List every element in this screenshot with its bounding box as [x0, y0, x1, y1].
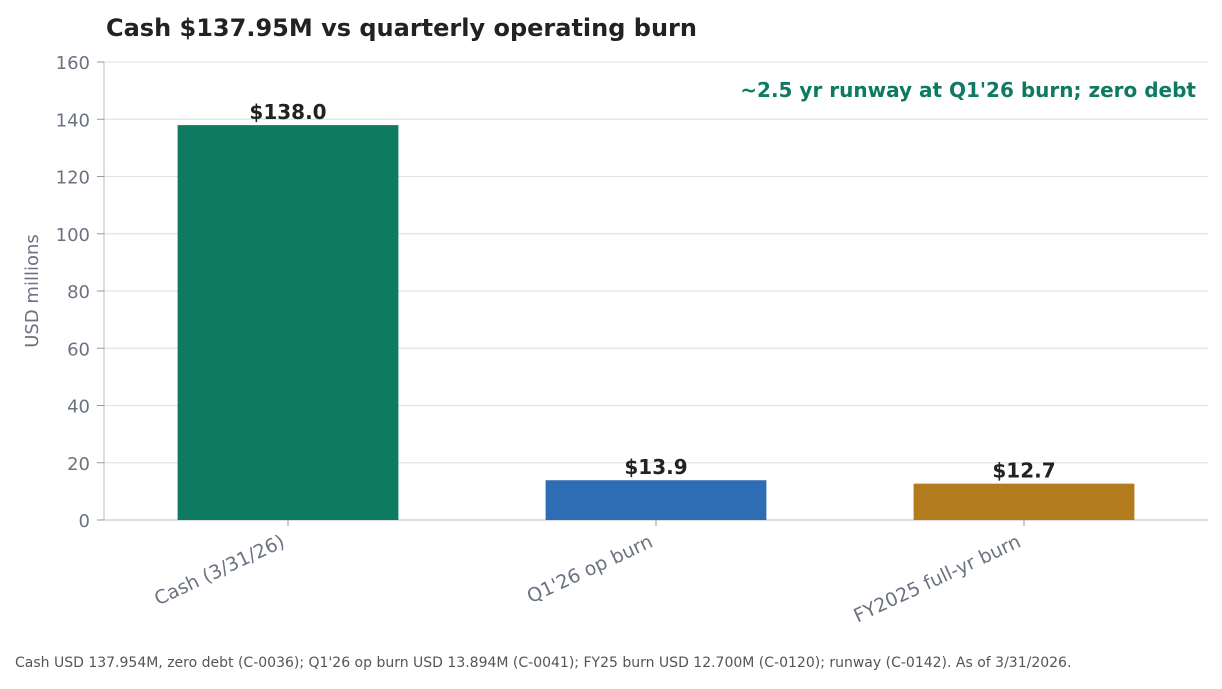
- x-tick-label: Cash (3/31/26): [151, 531, 288, 611]
- bar: [177, 125, 399, 520]
- runway-annotation: ~2.5 yr runway at Q1'26 burn; zero debt: [740, 78, 1196, 102]
- bar: [545, 480, 767, 520]
- x-tick-label: Q1'26 op burn: [524, 531, 656, 608]
- data-label: $12.7: [992, 459, 1055, 483]
- y-axis-ticks: 0 20 40 60 80 100 120 140 160: [56, 53, 104, 532]
- data-label: $13.9: [624, 455, 687, 479]
- bars: [177, 125, 1135, 520]
- y-tick-label: 160: [56, 53, 90, 74]
- y-axis-label: USD millions: [22, 234, 43, 348]
- y-tick-label: 80: [67, 282, 90, 303]
- y-tick-label: 140: [56, 110, 90, 131]
- data-label: $138.0: [249, 100, 326, 124]
- bar-chart: Cash $137.95M vs quarterly operating bur…: [22, 14, 1208, 628]
- source-footnote: Cash USD 137.954M, zero debt (C-0036); Q…: [15, 655, 1072, 671]
- chart-title: Cash $137.95M vs quarterly operating bur…: [106, 14, 697, 42]
- y-tick-label: 100: [56, 225, 90, 246]
- data-labels: $138.0 $13.9 $12.7: [249, 100, 1055, 483]
- y-tick-label: 120: [56, 168, 90, 189]
- y-tick-label: 0: [79, 511, 90, 532]
- bar: [913, 483, 1135, 520]
- x-tick-label: FY2025 full-yr burn: [850, 531, 1024, 628]
- y-tick-label: 20: [67, 454, 90, 475]
- y-tick-label: 60: [67, 339, 90, 360]
- y-tick-label: 40: [67, 397, 90, 418]
- x-axis-ticks: Cash (3/31/26) Q1'26 op burn FY2025 full-y…: [151, 520, 1025, 628]
